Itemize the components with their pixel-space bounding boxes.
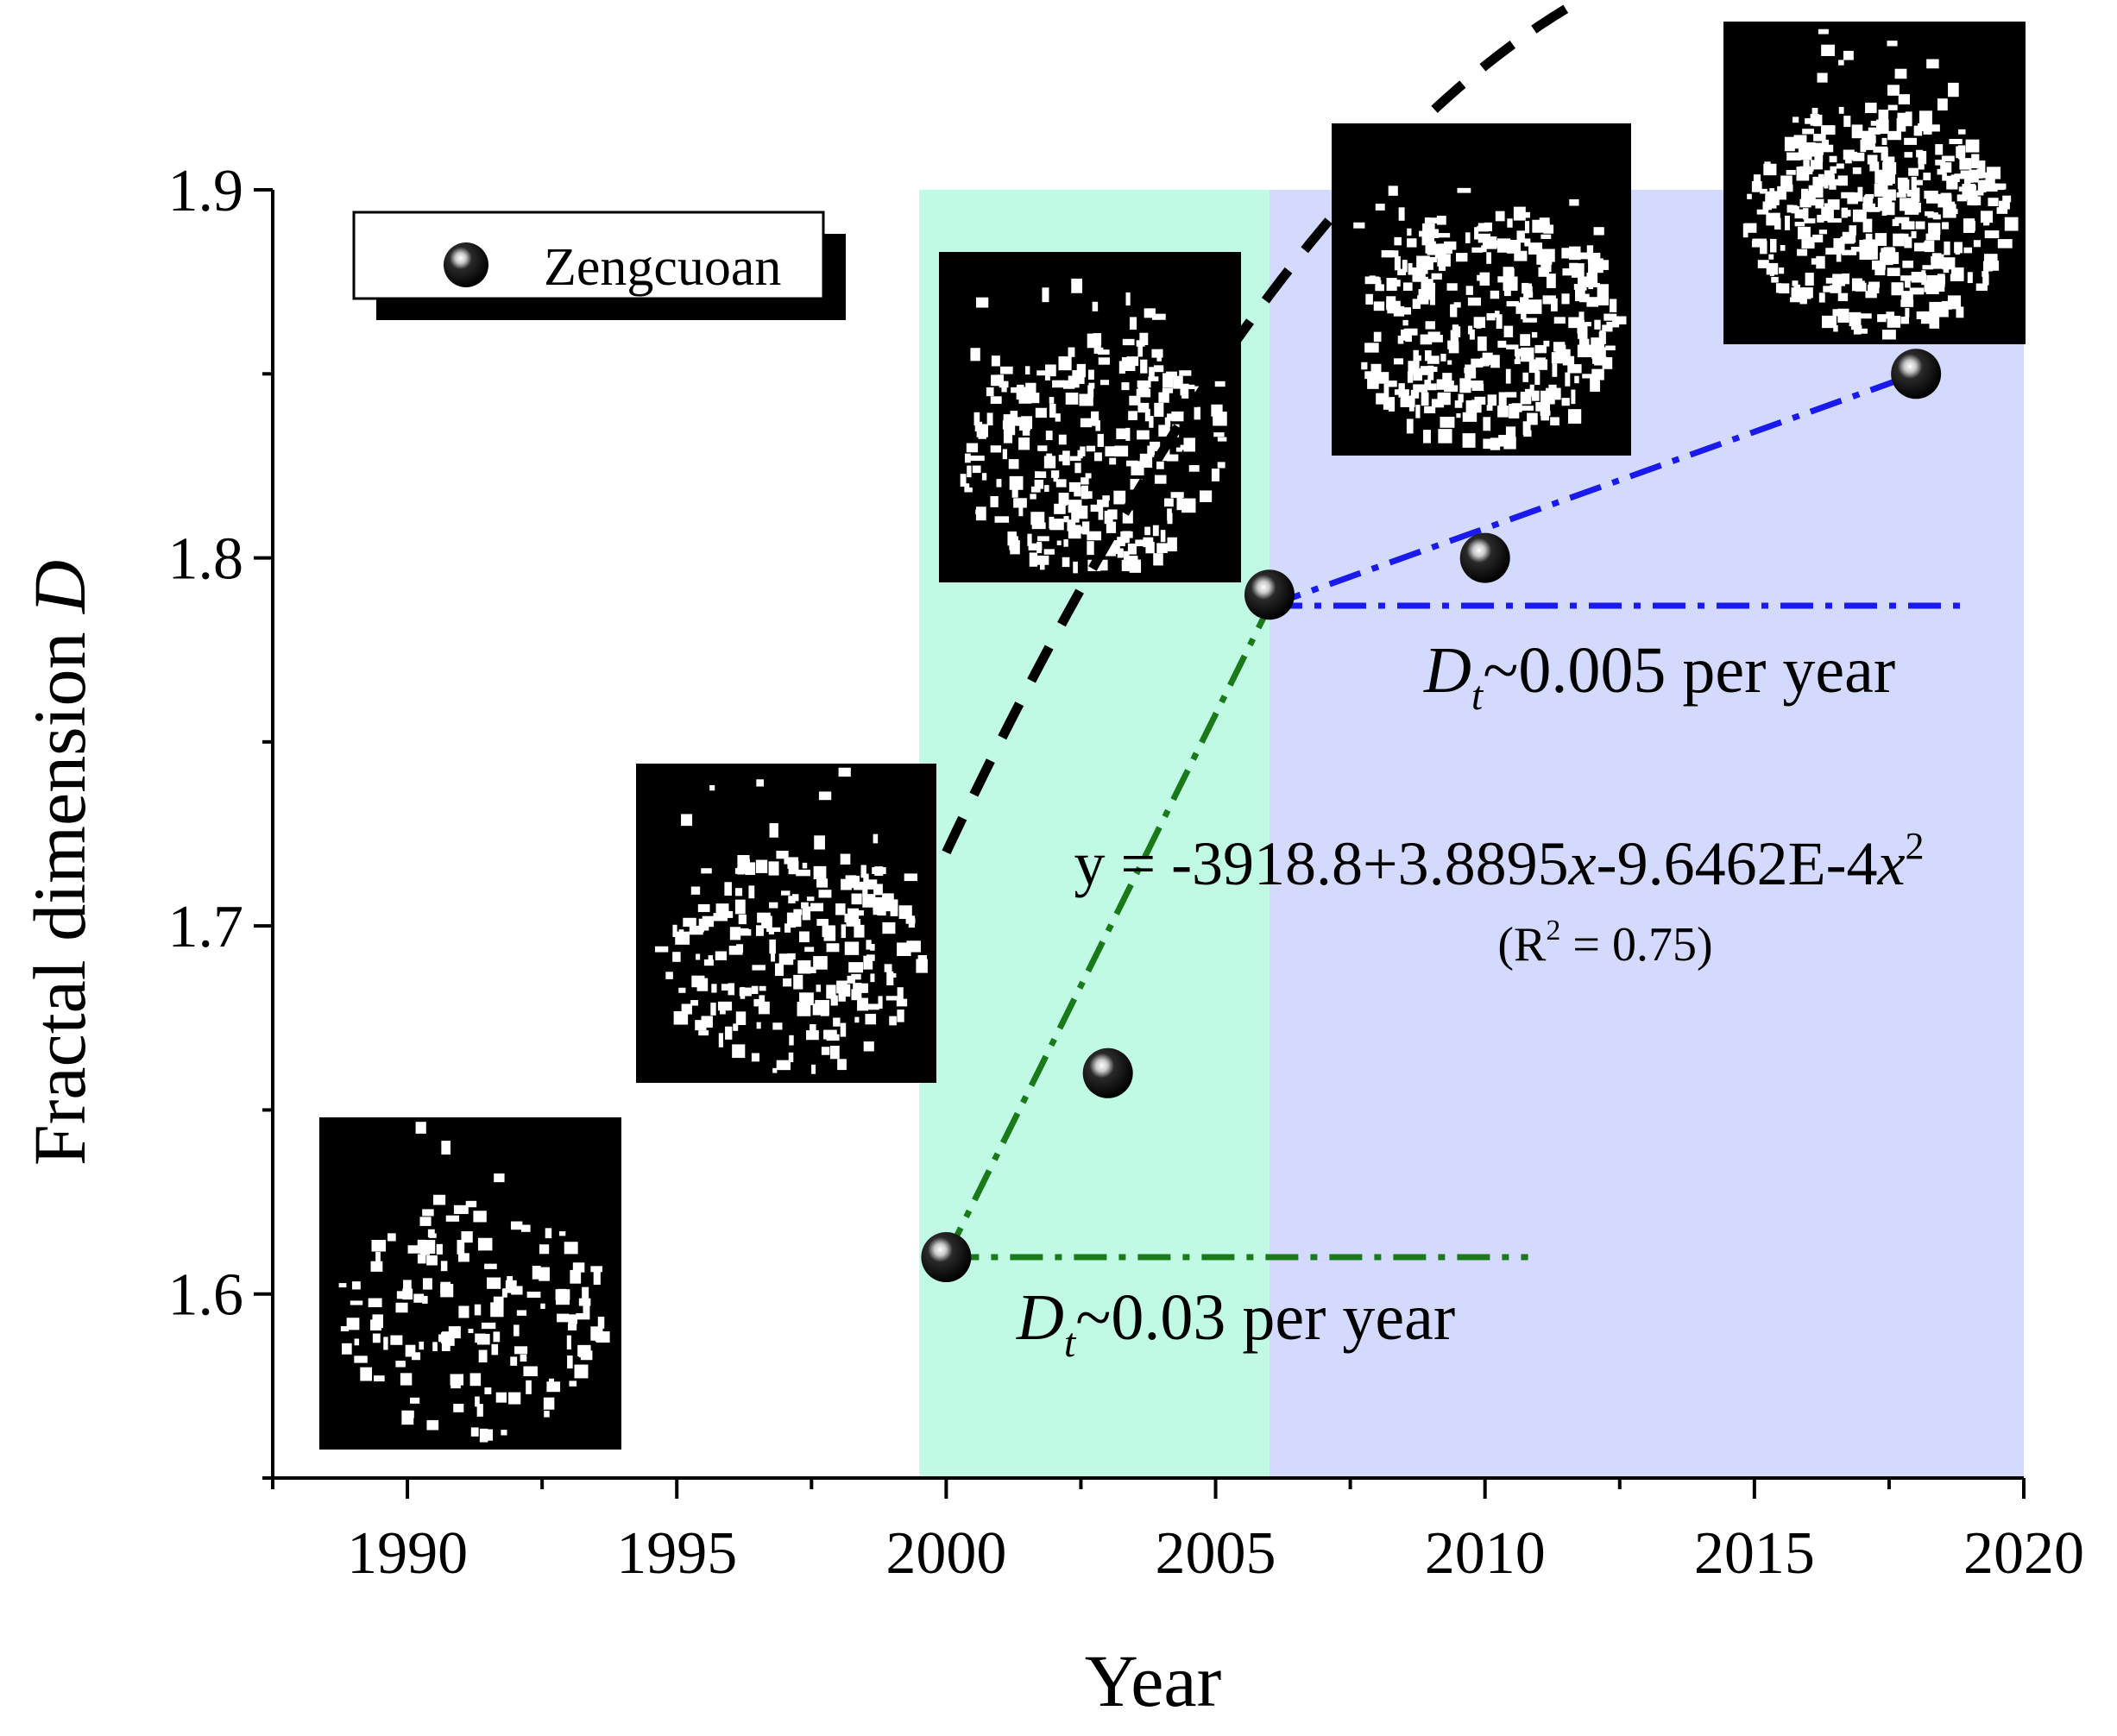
settlement-map-1995 xyxy=(636,764,936,1083)
y-tick-label: 1.9 xyxy=(168,158,244,224)
data-point-2018 xyxy=(1891,349,1942,399)
rate-label-phase-2: Dt~0.005 per year xyxy=(1423,634,1895,719)
axes: 1.6 1.7 1.8 1.9 1990 1995 2000 2005 2010 2015 2020 xyxy=(168,158,2085,1587)
x-tick-label: 2005 xyxy=(1156,1520,1276,1587)
fit-r-squared: (R2 = 0.75) xyxy=(1497,915,1712,972)
y-tick-label: 1.6 xyxy=(168,1262,244,1329)
data-point-2006 xyxy=(1244,569,1295,620)
settlement-map-2018 xyxy=(1723,22,2026,344)
x-tick-label: 2020 xyxy=(1963,1520,2084,1587)
x-tick-label: 2010 xyxy=(1425,1520,1546,1587)
x-tick-label: 1995 xyxy=(616,1520,737,1587)
settlement-thumbnails xyxy=(319,22,2026,1450)
y-axis-label: Fractal dimension D xyxy=(18,560,101,1166)
x-tick-label: 2000 xyxy=(885,1520,1006,1587)
data-point-2003 xyxy=(1082,1047,1133,1098)
data-point-2010 xyxy=(1459,532,1510,583)
data-point-2000 xyxy=(921,1232,972,1283)
x-tick-label: 1990 xyxy=(347,1520,468,1587)
y-tick-label: 1.8 xyxy=(168,526,244,593)
settlement-map-2006 xyxy=(1332,123,1631,456)
rate-label-phase-1: Dt~0.03 per year xyxy=(1016,1281,1455,1366)
settlement-map-2000 xyxy=(939,252,1241,582)
legend-label: Zengcuoan xyxy=(544,238,781,297)
legend: Zengcuoan xyxy=(352,211,846,320)
settlement-map-1990 xyxy=(319,1117,621,1450)
trend-line-1 xyxy=(943,604,1273,1259)
trend-line-2 xyxy=(1268,370,1918,609)
annotations: y = -3918.8+3.8895x-9.6462E-4x2 (R2 = 0.… xyxy=(18,560,1925,1722)
legend-marker xyxy=(444,242,488,287)
x-axis-label: Year xyxy=(1085,1639,1221,1722)
trend-lines xyxy=(942,0,1970,1261)
data-points xyxy=(921,349,1942,1283)
y-tick-label: 1.7 xyxy=(168,894,244,960)
fit-equation: y = -3918.8+3.8895x-9.6462E-4x2 xyxy=(1074,825,1924,898)
x-tick-label: 2015 xyxy=(1694,1520,1815,1587)
quadratic-fit-line xyxy=(942,0,1591,855)
